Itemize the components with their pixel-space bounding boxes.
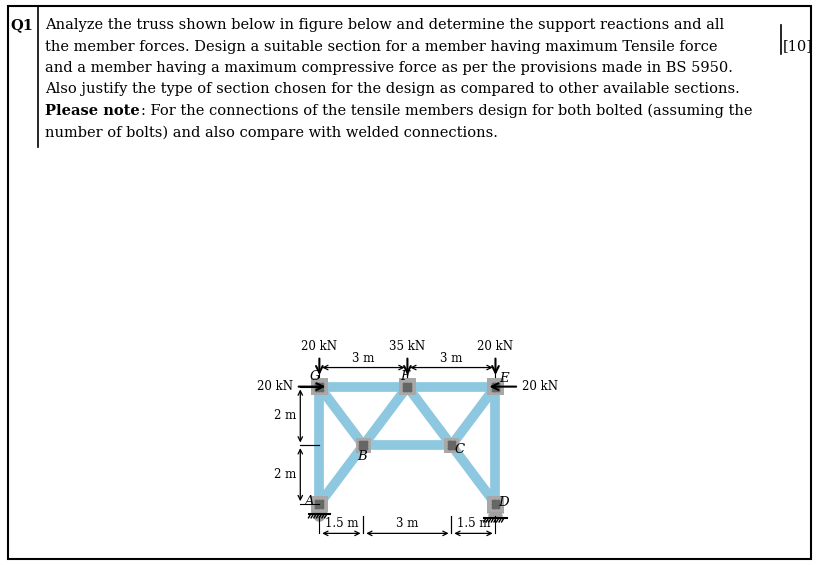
Text: 35 kN: 35 kN	[389, 340, 426, 353]
Text: 3 m: 3 m	[441, 351, 463, 364]
Text: Q1: Q1	[11, 18, 34, 32]
Text: 3 m: 3 m	[396, 518, 419, 531]
Text: Analyze the truss shown below in figure below and determine the support reaction: Analyze the truss shown below in figure …	[45, 18, 724, 32]
Circle shape	[493, 513, 498, 519]
Circle shape	[496, 513, 502, 519]
Bar	[487, 496, 504, 512]
Text: A: A	[305, 494, 314, 507]
Text: 20 kN: 20 kN	[257, 380, 293, 393]
Text: 20 kN: 20 kN	[522, 380, 558, 393]
Bar	[486, 378, 505, 395]
Text: C: C	[455, 443, 464, 456]
Text: D: D	[499, 496, 509, 509]
Bar	[399, 378, 416, 395]
Text: number of bolts) and also compare with welded connections.: number of bolts) and also compare with w…	[45, 125, 498, 140]
Text: 20 kN: 20 kN	[301, 340, 337, 353]
Bar	[311, 496, 328, 512]
Text: 2 m: 2 m	[274, 468, 296, 481]
Text: Please note: Please note	[45, 104, 140, 118]
Bar	[444, 438, 459, 453]
Text: : For the connections of the tensile members design for both bolted (assuming th: : For the connections of the tensile mem…	[141, 104, 753, 118]
Text: Also justify the type of section chosen for the design as compared to other avai: Also justify the type of section chosen …	[45, 82, 740, 97]
Text: the member forces. Design a suitable section for a member having maximum Tensile: the member forces. Design a suitable sec…	[45, 40, 717, 54]
Text: F: F	[400, 371, 410, 384]
Bar	[310, 378, 328, 395]
Text: 1.5 m: 1.5 m	[324, 518, 358, 531]
Text: B: B	[357, 450, 367, 463]
Circle shape	[489, 513, 495, 519]
Text: 20 kN: 20 kN	[477, 340, 514, 353]
Text: E: E	[499, 372, 509, 385]
Text: [10]: [10]	[783, 40, 813, 54]
Bar	[356, 438, 371, 453]
Text: 1.5 m: 1.5 m	[457, 518, 491, 531]
Polygon shape	[310, 505, 328, 514]
Text: 3 m: 3 m	[352, 351, 374, 364]
Text: G: G	[310, 371, 320, 384]
Text: 2 m: 2 m	[274, 410, 296, 423]
Polygon shape	[487, 505, 504, 513]
Text: and a member having a maximum compressive force as per the provisions made in BS: and a member having a maximum compressiv…	[45, 61, 733, 75]
Polygon shape	[314, 516, 324, 521]
